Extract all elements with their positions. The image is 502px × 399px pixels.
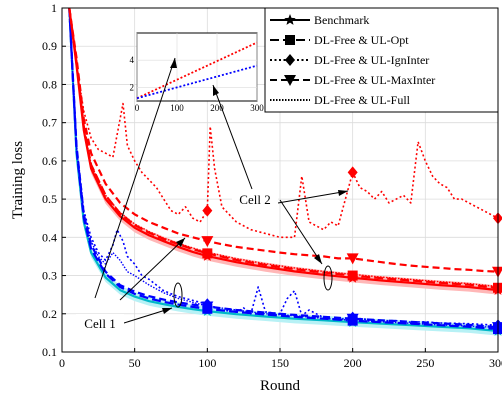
legend-label: Benchmark — [314, 13, 369, 27]
inset-y-tick-label: 2 — [130, 82, 135, 92]
y-tick-label: 1 — [51, 1, 57, 15]
y-tick-label: 0.7 — [42, 116, 57, 130]
inset-series-line — [136, 64, 258, 100]
x-tick-label: 0 — [59, 356, 65, 370]
legend-label: DL-Free & UL-IgnInter — [314, 53, 429, 67]
inset-y-tick-label: 4 — [130, 55, 135, 65]
arrow-head — [176, 238, 185, 247]
annotation-arrow — [277, 190, 349, 204]
triangle-marker — [346, 253, 359, 265]
square-marker — [285, 35, 295, 45]
series-line — [68, 7, 499, 288]
x-tick-label: 150 — [271, 356, 289, 370]
triangle-marker — [492, 322, 502, 334]
annotation-arrow — [212, 84, 253, 190]
cell2-label-bg — [232, 190, 278, 208]
series-line — [68, 7, 499, 239]
cell2-label: Cell 2 — [239, 192, 270, 207]
annotations: Cell 1 Cell 2 — [76, 57, 349, 332]
x-tick-label: 50 — [129, 356, 141, 370]
y-tick-label: 0.4 — [42, 230, 57, 244]
inset-x-tick-label: 100 — [170, 103, 184, 113]
series-line — [68, 7, 499, 273]
square-marker — [347, 270, 358, 281]
y-tick-label: 0.9 — [42, 39, 57, 53]
y-tick-label: 0.6 — [42, 154, 57, 168]
legend-label: DL-Free & UL-Full — [314, 93, 411, 107]
y-tick-label: 0.2 — [42, 307, 57, 321]
inset-chart: 0 100 200 300 2 4 — [130, 32, 264, 113]
legend: Benchmark DL-Free & UL-Opt DL-Free & UL-Ig… — [264, 7, 499, 113]
x-axis-label: Round — [260, 378, 301, 394]
cell1-ellipse — [173, 282, 183, 308]
arrow-head — [213, 85, 219, 96]
x-tick-label: 200 — [344, 356, 362, 370]
inset-frame — [136, 32, 258, 102]
annotation-arrow — [279, 199, 323, 265]
arrow-head — [314, 254, 322, 264]
x-tick-label: 300 — [489, 356, 502, 370]
square-marker — [202, 248, 213, 259]
series-line — [68, 7, 499, 292]
diamond-marker — [202, 204, 213, 217]
annotation-arrow — [119, 237, 186, 301]
x-tick-label: 250 — [416, 356, 434, 370]
triangle-marker — [492, 266, 502, 278]
axis-ticks: 0 50 100 150 200 250 300 0.1 0.2 0.3 0.4 0.5 0.6 0.7 0… — [42, 1, 502, 370]
cell1-label-bg — [76, 314, 124, 332]
legend-box — [264, 7, 499, 113]
series-line — [68, 7, 499, 329]
arrow-head — [338, 190, 348, 196]
cell2-ellipse — [323, 265, 333, 291]
arrow-head — [162, 308, 172, 314]
series-line — [68, 7, 499, 333]
series-line — [68, 7, 499, 329]
y-axis-label: Training loss — [10, 141, 26, 219]
triangle-marker — [201, 236, 214, 248]
x-tick-label: 100 — [198, 356, 216, 370]
triangle-marker — [284, 75, 296, 86]
diamond-marker — [347, 166, 358, 179]
legend-label: DL-Free & UL-Opt — [314, 33, 409, 47]
star-marker — [284, 14, 296, 25]
diamond-marker — [285, 54, 295, 66]
annotation-arrow — [94, 57, 176, 299]
y-tick-label: 0.8 — [42, 77, 57, 91]
series-lines — [68, 7, 499, 333]
y-tick-label: 0.1 — [42, 345, 57, 359]
inset-x-tick-label: 300 — [250, 103, 264, 113]
inset-x-tick-label: 200 — [210, 103, 224, 113]
triangle-marker — [346, 313, 359, 325]
inset-x-tick-label: 0 — [135, 103, 140, 113]
cell1-label: Cell 1 — [84, 316, 115, 331]
y-tick-label: 0.3 — [42, 269, 57, 283]
y-tick-label: 0.5 — [42, 192, 57, 206]
arrow-head — [170, 58, 177, 68]
triangle-marker — [201, 301, 214, 313]
legend-label: DL-Free & UL-MaxInter — [314, 73, 435, 87]
